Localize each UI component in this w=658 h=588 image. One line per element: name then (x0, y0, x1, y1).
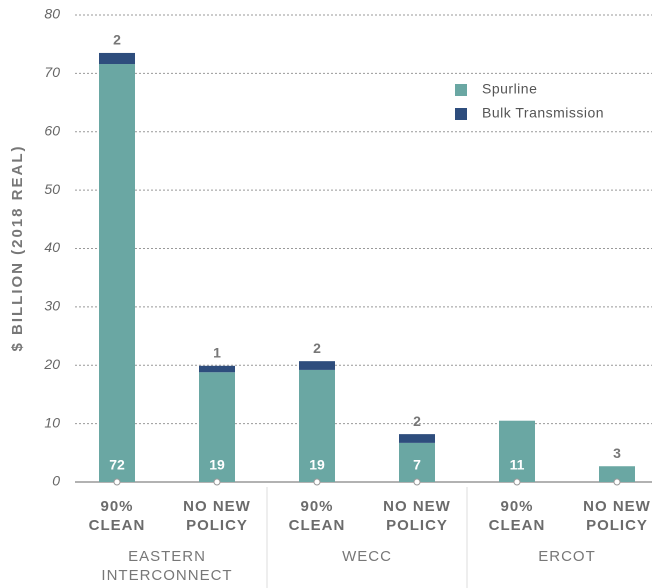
x-tick-label: NO NEW POLICY (383, 498, 451, 534)
legend-label: Bulk Transmission (482, 105, 604, 121)
bar-segment (199, 365, 235, 373)
y-tick-label: 30 (44, 298, 60, 314)
value-label: 2 (313, 340, 321, 356)
y-tick-label: 70 (44, 64, 60, 80)
y-tick-label: 40 (44, 239, 60, 255)
y-tick-label: 0 (52, 473, 60, 489)
value-label: 19 (209, 457, 225, 473)
value-label: 11 (510, 457, 525, 473)
y-tick-label: 50 (44, 181, 60, 197)
legend-swatch (455, 84, 467, 96)
bar-segment (99, 64, 135, 482)
bar-segment (99, 52, 135, 65)
y-tick-label: 20 (43, 356, 60, 372)
y-tick-label: 60 (44, 122, 60, 138)
x-tick-label: NO NEW POLICY (183, 498, 251, 534)
bar-segment (499, 420, 535, 482)
bar-segment (599, 466, 635, 482)
bar-segment (399, 434, 435, 443)
group-label: WECC (342, 548, 392, 565)
value-label: 7 (413, 457, 421, 473)
tick-dot (213, 478, 221, 486)
x-tick-label: NO NEW POLICY (583, 498, 651, 534)
tick-dot (613, 478, 621, 486)
tick-dot (513, 478, 521, 486)
legend-label: Spurline (482, 81, 537, 97)
y-tick-label: 80 (44, 6, 60, 22)
bar-segment (299, 361, 335, 370)
value-label: 1 (213, 345, 221, 361)
x-tick-label: 90% CLEAN (488, 498, 546, 534)
value-label: 19 (309, 457, 325, 473)
group-label: ERCOT (538, 548, 596, 565)
group-label: EASTERN INTERCONNECT (101, 548, 233, 584)
x-tick-label: 90% CLEAN (288, 498, 346, 534)
value-label: 3 (613, 445, 621, 461)
tick-dot (313, 478, 321, 486)
y-axis-label: $ BILLION (2018 REAL) (9, 144, 26, 351)
bar-segment (199, 372, 235, 482)
value-label: 72 (109, 457, 125, 473)
bar-segment (299, 369, 335, 482)
x-tick-label: 90% CLEAN (88, 498, 146, 534)
y-tick-label: 10 (44, 414, 60, 430)
value-label: 2 (413, 413, 421, 429)
tick-dot (113, 478, 121, 486)
legend-swatch (455, 108, 467, 120)
value-label: 2 (113, 32, 121, 48)
tick-dot (413, 478, 421, 486)
bar-segment (399, 442, 435, 482)
